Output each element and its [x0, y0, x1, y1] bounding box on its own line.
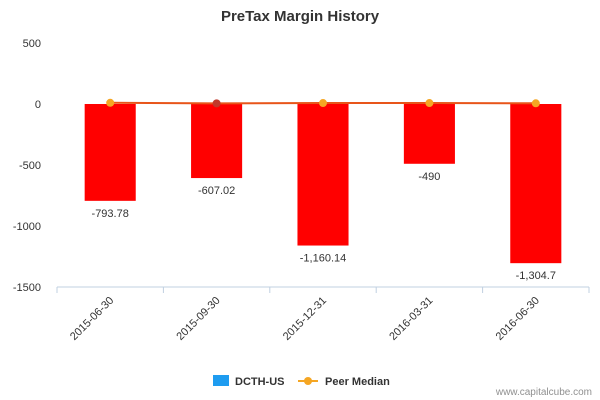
- chart-title: PreTax Margin History: [221, 8, 380, 25]
- y-tick-label: -500: [19, 160, 41, 172]
- y-tick-label: 0: [35, 99, 41, 111]
- x-tick-label: 2015-12-31: [281, 295, 329, 343]
- bar: [403, 104, 455, 164]
- bar-data-label: -490: [418, 171, 440, 183]
- peer-median-marker: [212, 99, 221, 108]
- y-tick-label: -1500: [13, 282, 41, 294]
- bar-data-label: -1,304.7: [516, 270, 556, 282]
- legend-item-dcth-us[interactable]: DCTH-US: [213, 375, 285, 388]
- y-tick-label: 500: [23, 38, 41, 50]
- x-axis: 2015-06-30 2015-09-30 2015-12-31 2016-03-31…: [56, 286, 590, 343]
- peer-median-marker: [425, 99, 434, 108]
- y-axis: 500 0 -500 -1000 -1500: [13, 38, 41, 294]
- peer-median-marker: [531, 99, 540, 108]
- bar: [84, 104, 136, 201]
- peer-median-marker: [106, 98, 115, 107]
- bar: [510, 104, 562, 264]
- bar-series-dcth-us: [84, 104, 562, 264]
- x-tick-label: 2016-06-30: [494, 295, 542, 343]
- peer-median-marker: [319, 99, 327, 108]
- bar-data-label: -793.78: [92, 208, 129, 220]
- x-tick-label: 2015-06-30: [68, 295, 116, 343]
- bar-data-label: -1,160.14: [300, 253, 346, 265]
- legend-label-dcth-us: DCTH-US: [235, 376, 285, 388]
- legend-swatch-dcth-us: [213, 375, 229, 386]
- legend-label-peer-median: Peer Median: [325, 376, 390, 388]
- credit-text: www.capitalcube.com: [495, 387, 592, 398]
- legend-marker-peer-median: [304, 377, 312, 385]
- x-tick-label: 2016-03-31: [387, 295, 435, 343]
- y-tick-label: -1000: [13, 221, 41, 233]
- legend-item-peer-median[interactable]: Peer Median: [298, 376, 390, 388]
- bar-data-label: -607.02: [198, 185, 235, 197]
- bar: [297, 104, 349, 246]
- x-tick-label: 2015-09-30: [174, 295, 222, 343]
- line-series-peer-median: [106, 98, 540, 108]
- legend: DCTH-US Peer Median: [213, 375, 390, 388]
- bar: [191, 104, 243, 179]
- bar-data-labels: -793.78 -607.02 -1,160.14 -490 -1,304.7: [92, 171, 556, 282]
